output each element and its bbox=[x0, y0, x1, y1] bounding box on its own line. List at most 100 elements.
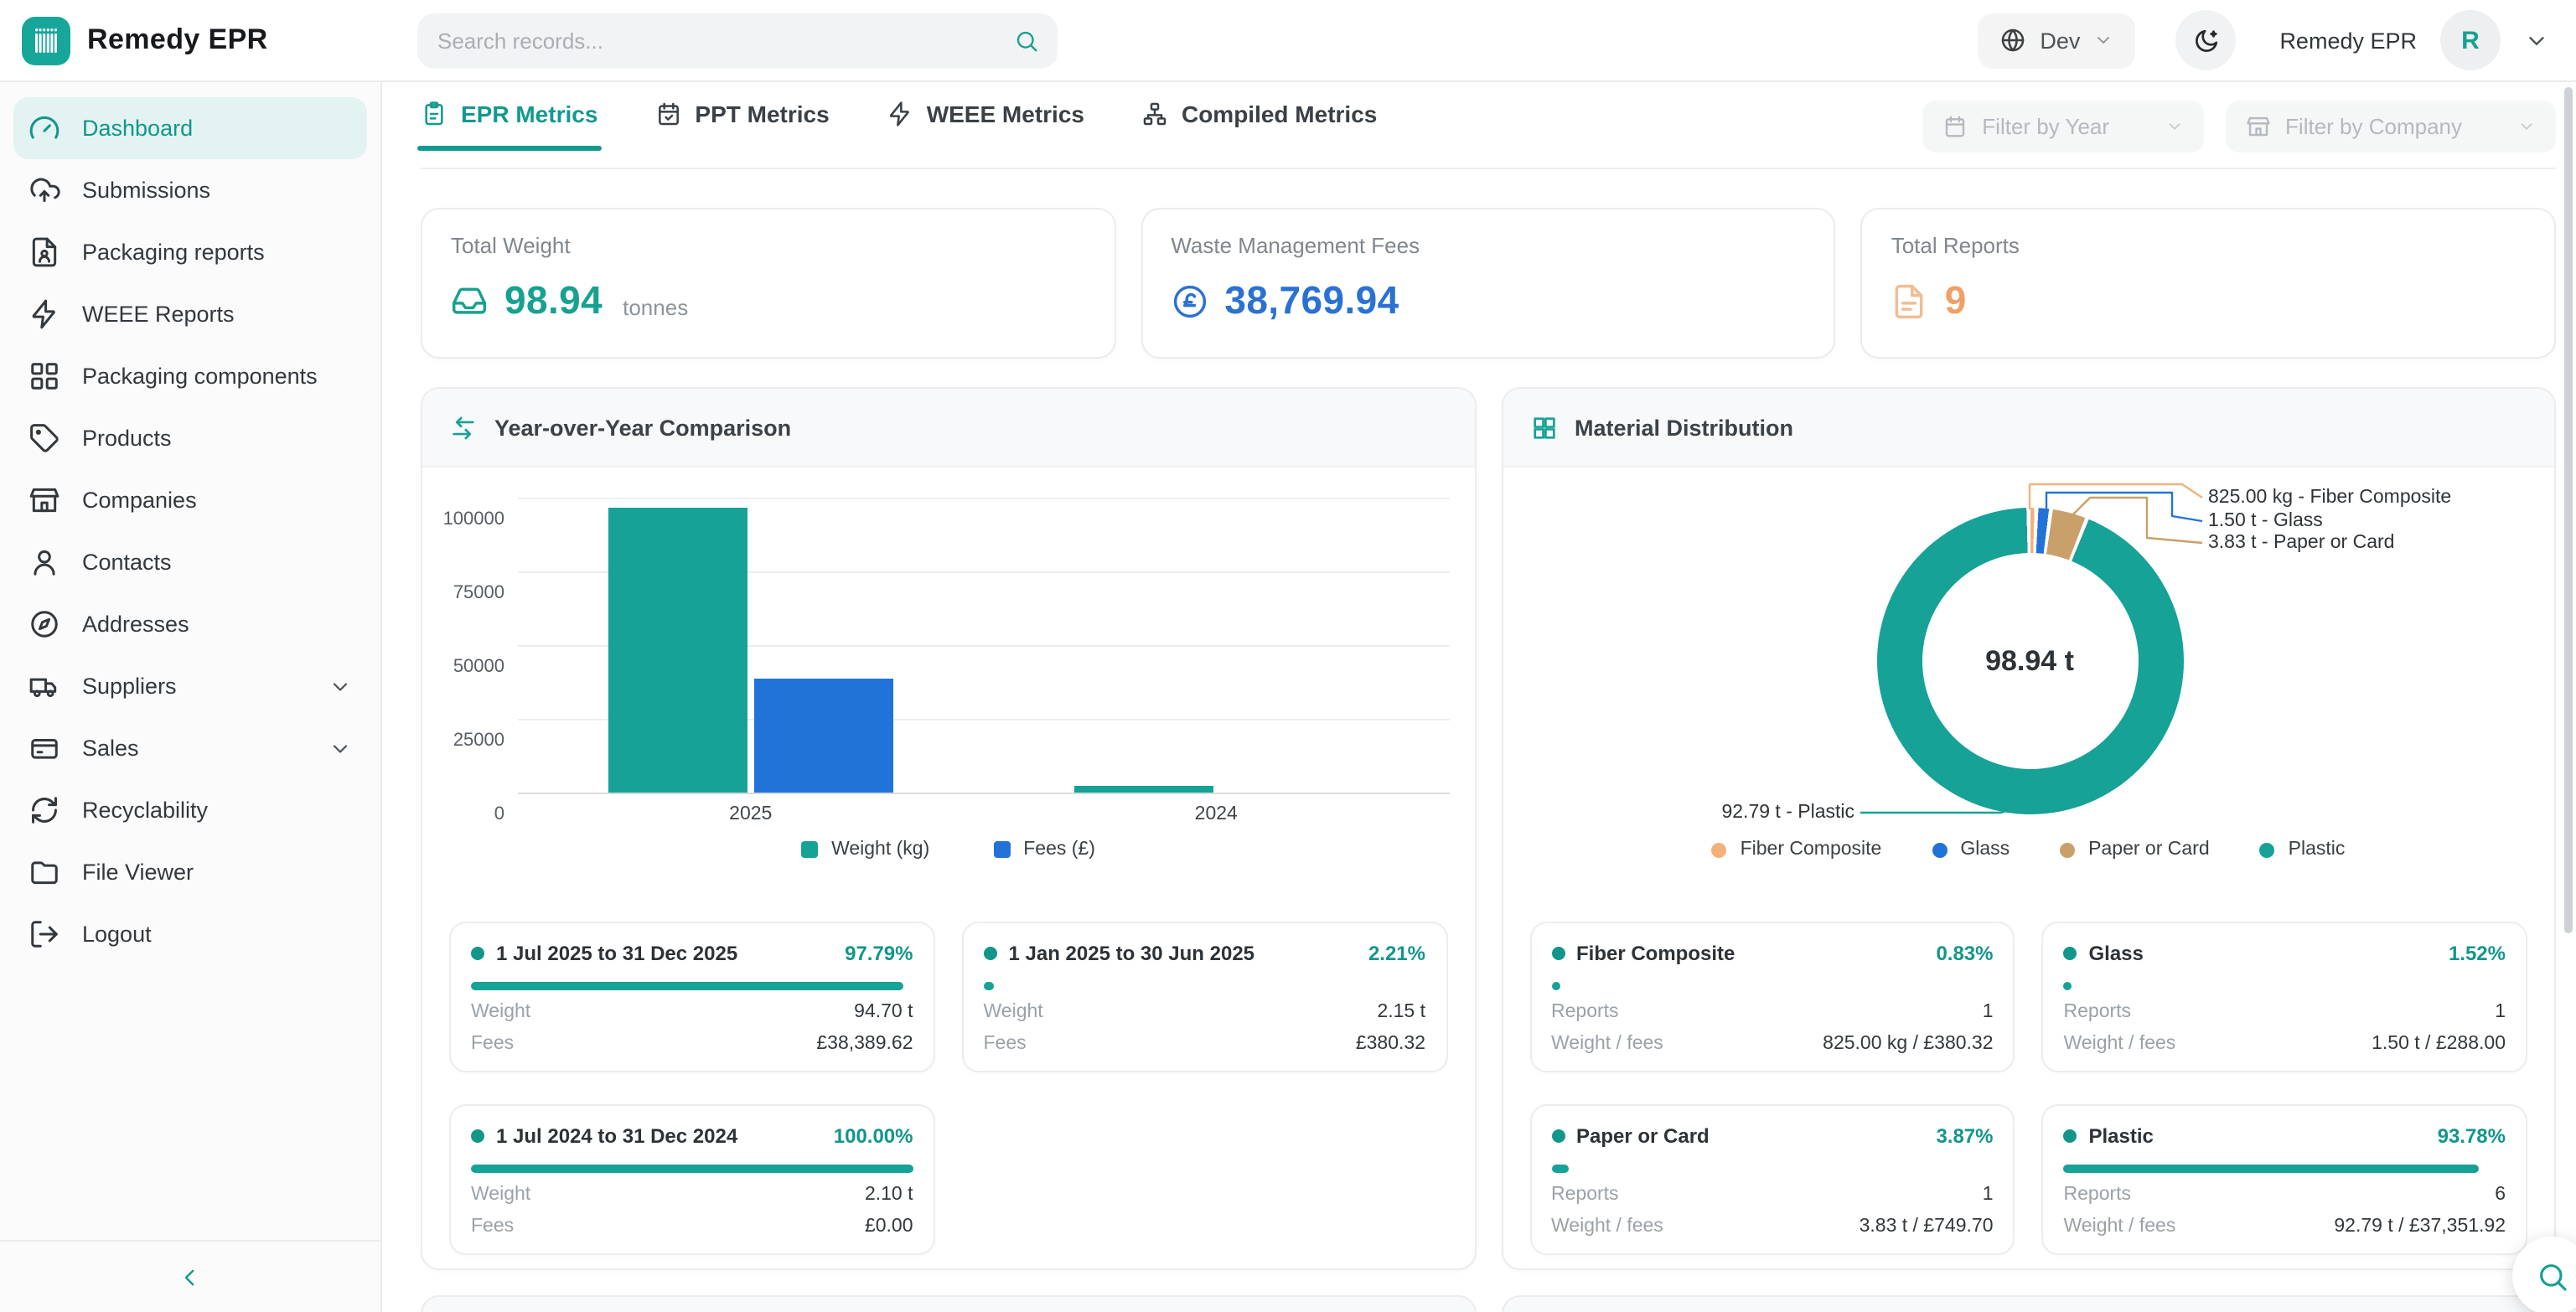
tag-icon bbox=[28, 422, 60, 454]
filter-filter-by-year[interactable]: Filter by Year bbox=[1922, 101, 2204, 152]
floating-search-button[interactable] bbox=[2512, 1237, 2576, 1312]
sidebar-item-addresses[interactable]: Addresses bbox=[13, 593, 367, 655]
progress-bar bbox=[2063, 1165, 2479, 1173]
sidebar-item-dashboard[interactable]: Dashboard bbox=[13, 97, 367, 159]
stat-value-row: 38,769.94 bbox=[1171, 278, 1805, 323]
global-search bbox=[417, 13, 1058, 68]
tab-epr-metrics[interactable]: EPR Metrics bbox=[417, 101, 601, 151]
legend-item-glass: Glass bbox=[1932, 839, 2010, 860]
bullet-dot-icon bbox=[2063, 1129, 2077, 1143]
tab-ppt-metrics[interactable]: PPT Metrics bbox=[654, 101, 830, 149]
sidebar-item-label: Suppliers bbox=[82, 674, 177, 699]
sidebar-item-recyclability[interactable]: Recyclability bbox=[13, 779, 367, 841]
legend-dot bbox=[2259, 842, 2275, 857]
mini-card-label: Fiber Composite bbox=[1576, 942, 1735, 965]
material-card-title: Material Distribution bbox=[1575, 415, 1794, 440]
sidebar-item-suppliers[interactable]: Suppliers bbox=[13, 655, 367, 717]
tab-label: Compiled Metrics bbox=[1181, 101, 1378, 127]
sidebar-item-contacts[interactable]: Contacts bbox=[13, 531, 367, 593]
bullet-dot-icon bbox=[471, 1129, 484, 1143]
legend-label: Fiber Composite bbox=[1740, 839, 1882, 860]
yoy-chart-body: 0 25000 50000 75000 100000 2025 2024 Weight (… bbox=[422, 467, 1474, 1268]
filter-filter-by-company[interactable]: Filter by Company bbox=[2225, 101, 2556, 152]
sidebar-item-label: Contacts bbox=[82, 550, 172, 575]
store-icon bbox=[28, 484, 60, 516]
environment-select[interactable]: Dev bbox=[1978, 13, 2136, 68]
sidebar-item-weee-reports[interactable]: WEEE Reports bbox=[13, 283, 367, 345]
app-logo-icon bbox=[22, 16, 70, 65]
row-label: Weight / fees bbox=[1551, 1034, 1663, 1054]
folder-icon bbox=[28, 856, 60, 888]
legend-item-weight-kg: Weight (kg) bbox=[801, 839, 929, 860]
mini-card-glass: Glass 1.52% Reports 1 Weight / fees 1.50 t / … bbox=[2041, 922, 2527, 1072]
scrollbar-thumb[interactable] bbox=[2564, 87, 2573, 933]
zap-icon bbox=[887, 101, 913, 127]
period-cards-grid: 1 Jul 2025 to 31 Dec 2025 97.79% Weight 94.… bbox=[449, 922, 1447, 1255]
brand: Remedy EPR bbox=[0, 16, 382, 65]
mini-card-percent: 2.21% bbox=[1368, 942, 1425, 965]
mini-card-percent: 1.52% bbox=[2448, 942, 2506, 965]
sidebar-item-companies[interactable]: Companies bbox=[13, 469, 367, 531]
legend-item-paper-or-card: Paper or Card bbox=[2060, 839, 2210, 860]
row-label: Fees bbox=[471, 1034, 515, 1054]
stat-card-total-reports: Total Reports 9 bbox=[1860, 208, 2557, 359]
sidebar-item-sales[interactable]: Sales bbox=[13, 717, 367, 779]
mini-card-row: Fees £38,389.62 bbox=[471, 1034, 913, 1054]
mini-card-row: Weight 2.15 t bbox=[984, 1002, 1426, 1022]
log-out-icon bbox=[28, 918, 60, 950]
tab-compiled-metrics[interactable]: Compiled Metrics bbox=[1141, 101, 1377, 149]
mini-card-label: Plastic bbox=[2088, 1124, 2154, 1148]
row-label: Reports bbox=[1551, 1185, 1619, 1205]
avatar[interactable]: R bbox=[2440, 10, 2501, 70]
material-chart-body: 98.94 t 825.00 kg - Fiber Composite 1.50… bbox=[1503, 467, 2554, 1268]
sidebar-item-products[interactable]: Products bbox=[13, 407, 367, 469]
mini-card-label: 1 Jul 2025 to 31 Dec 2025 bbox=[496, 942, 738, 965]
sidebar-item-packaging-components[interactable]: Packaging components bbox=[13, 345, 367, 407]
sidebar-item-packaging-reports[interactable]: Packaging reports bbox=[13, 221, 367, 283]
progress-bar bbox=[1551, 1165, 1569, 1173]
swap-arrows-icon bbox=[449, 413, 478, 442]
y-axis-tick: 25000 bbox=[453, 731, 504, 751]
mini-card-plastic: Plastic 93.78% Reports 6 Weight / fees 92.79 … bbox=[2041, 1104, 2527, 1255]
tab-label: PPT Metrics bbox=[695, 101, 830, 127]
row-label: Weight / fees bbox=[2063, 1216, 2176, 1237]
mini-card-row: Weight 2.10 t bbox=[471, 1185, 913, 1205]
tab-weee-metrics[interactable]: WEEE Metrics bbox=[887, 101, 1084, 149]
x-axis-label: 2025 bbox=[729, 804, 773, 824]
search-input[interactable] bbox=[417, 13, 1058, 68]
account-menu-chevron-icon[interactable] bbox=[2524, 28, 2549, 53]
inbox-icon bbox=[451, 282, 488, 319]
mini-card-label: 1 Jul 2024 to 31 Dec 2024 bbox=[496, 1124, 738, 1148]
mini-card-header: Paper or Card 3.87% bbox=[1551, 1124, 1994, 1148]
mini-card-row: Reports 6 bbox=[2064, 1185, 2506, 1205]
stat-value-row: 98.94 tonnes bbox=[451, 278, 1085, 323]
calendar-check-icon bbox=[654, 101, 681, 127]
mini-card-row: Weight / fees 3.83 t / £749.70 bbox=[1551, 1216, 1994, 1237]
row-value: £380.32 bbox=[1355, 1034, 1425, 1054]
bar-fees-2025 bbox=[753, 678, 893, 793]
sidebar-item-label: Dashboard bbox=[82, 116, 194, 141]
bullet-dot-icon bbox=[983, 947, 997, 960]
sidebar-item-file-viewer[interactable]: File Viewer bbox=[13, 841, 367, 903]
row-value: 1 bbox=[1982, 1185, 1994, 1205]
mini-card-paper-or-card: Paper or Card 3.87% Reports 1 Weight / fees 3… bbox=[1529, 1104, 2015, 1255]
sidebar-item-logout[interactable]: Logout bbox=[13, 903, 367, 965]
dark-mode-toggle[interactable] bbox=[2175, 10, 2237, 70]
mini-card-percent: 97.79% bbox=[845, 942, 913, 965]
metrics-tabs: EPR Metrics PPT Metrics WEEE Metrics Compil… bbox=[417, 101, 1377, 151]
sidebar-item-submissions[interactable]: Submissions bbox=[13, 159, 367, 221]
chevron-down-icon bbox=[2165, 117, 2183, 136]
store-icon bbox=[2245, 114, 2270, 139]
mini-card-1-jan-2025-to-30-jun-2025: 1 Jan 2025 to 30 Jun 2025 2.21% Weight 2.15… bbox=[961, 922, 1447, 1072]
material-distribution-card: Material Distribution 98.94 t 825.00 bbox=[1501, 387, 2556, 1270]
top-bar: Remedy EPR Dev Remedy EPR R bbox=[0, 0, 2576, 82]
legend-swatch bbox=[993, 841, 1011, 858]
sidebar-item-label: Submissions bbox=[82, 178, 211, 203]
tab-label: WEEE Metrics bbox=[926, 101, 1084, 127]
row-value: 1.50 t / £288.00 bbox=[2372, 1034, 2506, 1054]
sidebar-collapse-button[interactable] bbox=[0, 1240, 380, 1312]
gridline bbox=[518, 719, 1449, 721]
sidebar-item-label: Sales bbox=[82, 736, 139, 761]
calendar-icon bbox=[1942, 114, 1967, 139]
